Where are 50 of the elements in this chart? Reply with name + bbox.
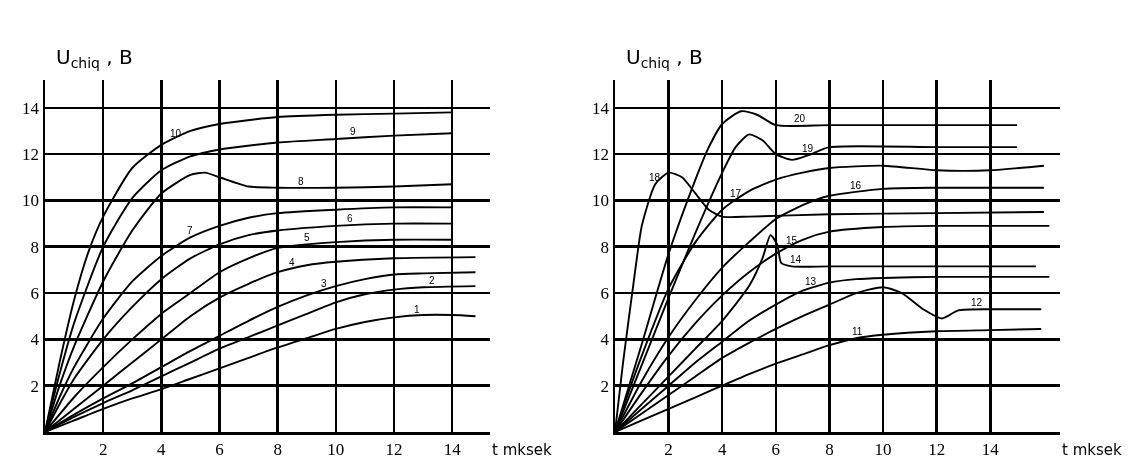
x-tick-label: 10 (327, 439, 345, 459)
annotation: 18 (649, 172, 661, 183)
x-tick-label: 6 (771, 439, 781, 459)
x-tick-label: 12 (385, 439, 403, 459)
y-tick-label: 12 (22, 145, 40, 165)
x-axis-title: t mksek (492, 441, 552, 459)
x-tick-label: 4 (157, 439, 167, 459)
x-tick-label: 8 (825, 439, 834, 459)
x-axis-title: t mksek (1062, 441, 1122, 459)
y-tick-label: 8 (30, 237, 40, 257)
annotation: 3 (321, 278, 327, 289)
annotation: 11 (852, 326, 863, 337)
annotation: 5 (304, 232, 310, 243)
y-axis-title: U$_{chiq}$ , B (56, 45, 133, 72)
y-tick-label: 2 (30, 376, 40, 396)
annotation: 7 (187, 225, 193, 236)
annotation: 12 (971, 297, 983, 308)
y-tick-label: 14 (22, 98, 40, 118)
x-tick-label: 14 (981, 439, 1000, 459)
annotation: 2 (429, 275, 435, 286)
x-tick-label: 10 (874, 439, 892, 459)
annotation: 16 (850, 180, 862, 191)
x-tick-label: 2 (98, 439, 108, 459)
annotation: 6 (347, 213, 353, 224)
annotation: 14 (790, 254, 802, 265)
y-tick-label: 10 (22, 191, 40, 211)
annotation: 20 (794, 113, 806, 124)
annotation: 19 (802, 143, 814, 154)
annotation: 4 (289, 257, 295, 268)
annotation: 13 (805, 276, 817, 287)
x-tick-label: 2 (664, 439, 673, 459)
annotation: 1 (414, 304, 420, 315)
y-axis-title: U$_{chiq}$ , B (626, 45, 703, 72)
y-tick-label: 4 (600, 330, 610, 350)
y-tick-label: 6 (30, 284, 40, 303)
y-tick-label: 8 (600, 237, 610, 257)
x-tick-label: 6 (215, 439, 224, 459)
y-tick-label: 2 (600, 376, 610, 396)
annotation: 17 (730, 188, 742, 199)
x-tick-label: 4 (717, 439, 727, 459)
y-tick-label: 12 (592, 145, 610, 165)
y-tick-label: 14 (592, 98, 610, 118)
x-tick-label: 8 (273, 439, 282, 459)
y-tick-label: 10 (592, 191, 610, 211)
y-tick-label: 4 (30, 330, 40, 350)
y-tick-label: 6 (600, 284, 610, 303)
x-tick-label: 14 (443, 439, 462, 459)
annotation: 9 (350, 126, 356, 137)
x-tick-label: 12 (928, 439, 946, 459)
annotation: 8 (298, 176, 304, 187)
